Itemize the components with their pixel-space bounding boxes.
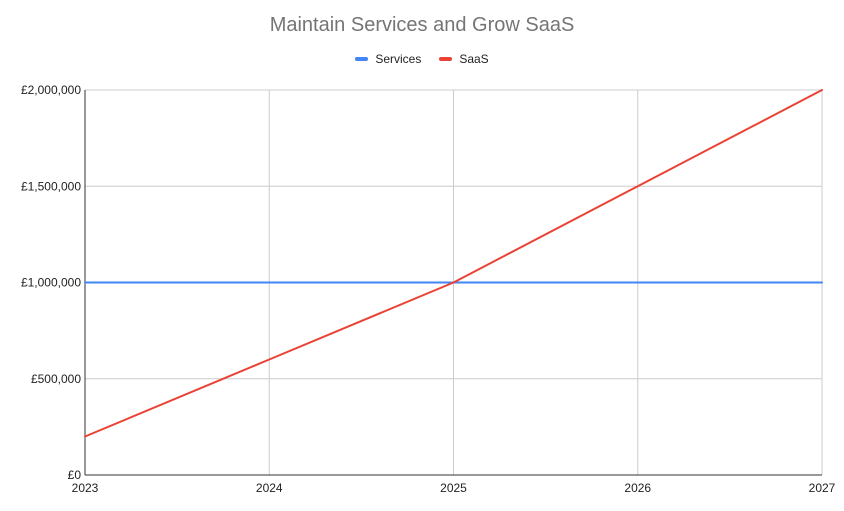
y-tick-label: £2,000,000 (21, 83, 81, 97)
legend-item-services[interactable]: Services (355, 52, 421, 66)
series-line-saas[interactable] (84, 89, 823, 438)
x-tick-label: 2024 (256, 481, 283, 495)
legend-swatch-saas (439, 57, 453, 61)
x-axis-tick-labels: 2023 2024 2025 2026 2027 (72, 481, 836, 495)
legend-swatch-services (355, 57, 369, 61)
y-tick-label: £500,000 (31, 372, 81, 386)
y-tick-label: £0 (68, 468, 82, 482)
chart-title: Maintain Services and Grow SaaS (269, 14, 575, 36)
chart-legend: Services SaaS (0, 52, 844, 66)
x-tick-label: 2023 (72, 481, 99, 495)
legend-label-saas: SaaS (459, 52, 489, 66)
x-tick-label: 2027 (809, 481, 836, 495)
y-tick-label: £1,500,000 (21, 179, 81, 193)
legend-label-services: Services (375, 52, 422, 66)
y-tick-label: £1,000,000 (21, 276, 81, 290)
series-lines (84, 89, 823, 438)
x-tick-label: 2025 (440, 481, 467, 495)
legend-item-saas[interactable]: SaaS (439, 52, 489, 66)
x-tick-label: 2026 (624, 481, 651, 495)
y-axis-tick-labels: £0 £500,000 £1,000,000 £1,500,000 £2,000,000 (21, 83, 81, 482)
